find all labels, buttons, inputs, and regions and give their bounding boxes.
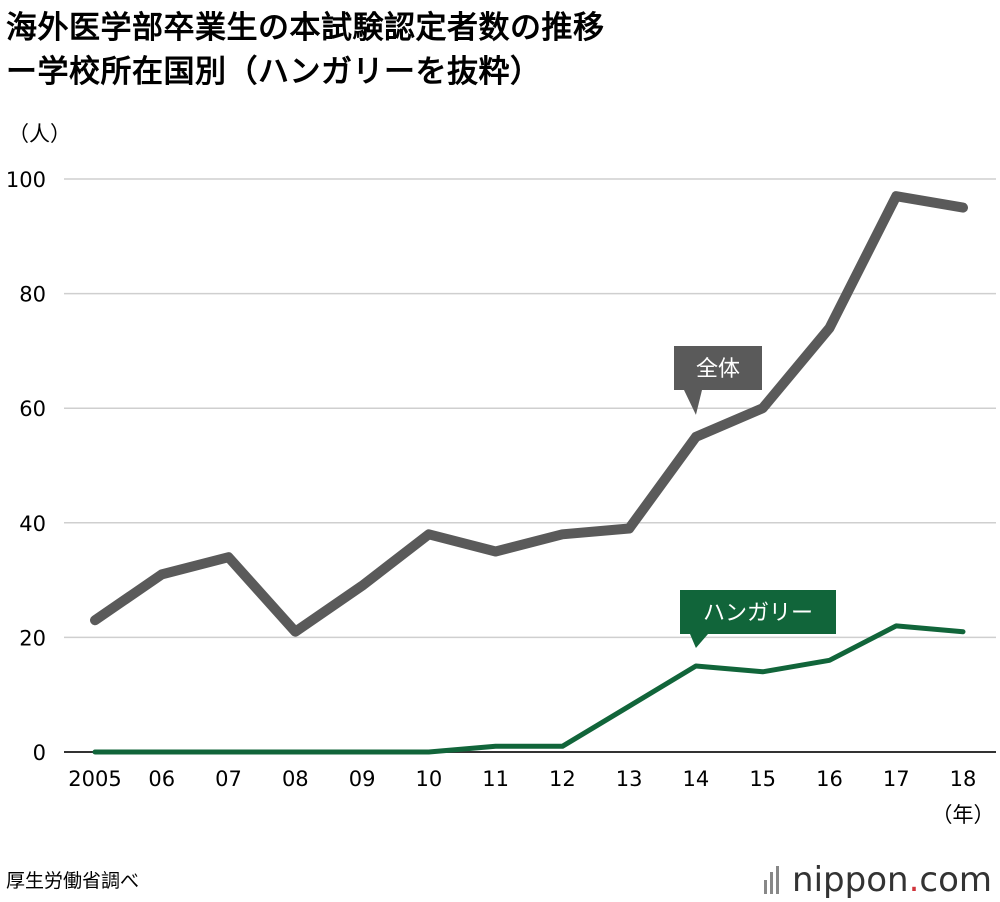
- chart-title-line-2: ー学校所在国別（ハンガリーを抜粋）: [6, 54, 542, 90]
- x-tick-label: 16: [816, 767, 843, 791]
- y-tick-label: 80: [19, 283, 46, 307]
- y-tick-label: 40: [19, 512, 46, 536]
- line-chart: （人） 0 20 40 60 80 100 2005 06 07 08 09 10 11 12 13 14 15 1…: [6, 122, 996, 827]
- series-label-total-pointer: [684, 390, 702, 415]
- y-axis-unit-label: （人）: [8, 122, 71, 146]
- x-tick-label: 11: [482, 767, 509, 791]
- x-tick-label: 12: [549, 767, 576, 791]
- x-tick-label: 14: [683, 767, 710, 791]
- chart-title-line-1: 海外医学部卒業生の本試験認定者数の推移: [6, 10, 605, 46]
- source-note: 厚生労働省調べ: [6, 870, 140, 892]
- series-label-total-box: [674, 346, 762, 390]
- series-label-total-text: 全体: [696, 357, 740, 382]
- nippon-logo: nippon. com: [764, 858, 992, 902]
- x-tick-label: 06: [148, 767, 175, 791]
- y-tick-label: 0: [33, 741, 46, 765]
- chart-title: 海外医学部卒業生の本試験認定者数の推移 ー学校所在国別（ハンガリーを抜粋）: [6, 6, 605, 94]
- series-label-hungary-box: [680, 590, 836, 634]
- logo-text-main: nippon: [792, 860, 909, 900]
- x-tick-label: 2005: [68, 767, 121, 791]
- x-tick-label: 10: [415, 767, 442, 791]
- x-axis-unit-label: （年）: [932, 803, 995, 827]
- x-tick-label: 13: [616, 767, 643, 791]
- y-tick-label: 60: [19, 397, 46, 421]
- x-tick-label: 15: [749, 767, 776, 791]
- series-label-hungary-text: ハンガリー: [703, 601, 813, 626]
- x-tick-label: 17: [883, 767, 910, 791]
- series-line-total: [90, 191, 968, 637]
- x-tick-label: 07: [215, 767, 242, 791]
- series-label-hungary-pointer: [690, 634, 708, 648]
- y-tick-label: 20: [19, 626, 46, 650]
- y-tick-label: 100: [6, 168, 46, 192]
- x-tick-label: 08: [282, 767, 309, 791]
- x-tick-label: 09: [349, 767, 376, 791]
- logo-text-dot: .: [908, 860, 920, 900]
- x-tick-label: 18: [950, 767, 977, 791]
- logo-text-tail: com: [919, 860, 992, 900]
- series-line-hungary: [92, 623, 966, 755]
- logo-bars-icon: [764, 866, 782, 894]
